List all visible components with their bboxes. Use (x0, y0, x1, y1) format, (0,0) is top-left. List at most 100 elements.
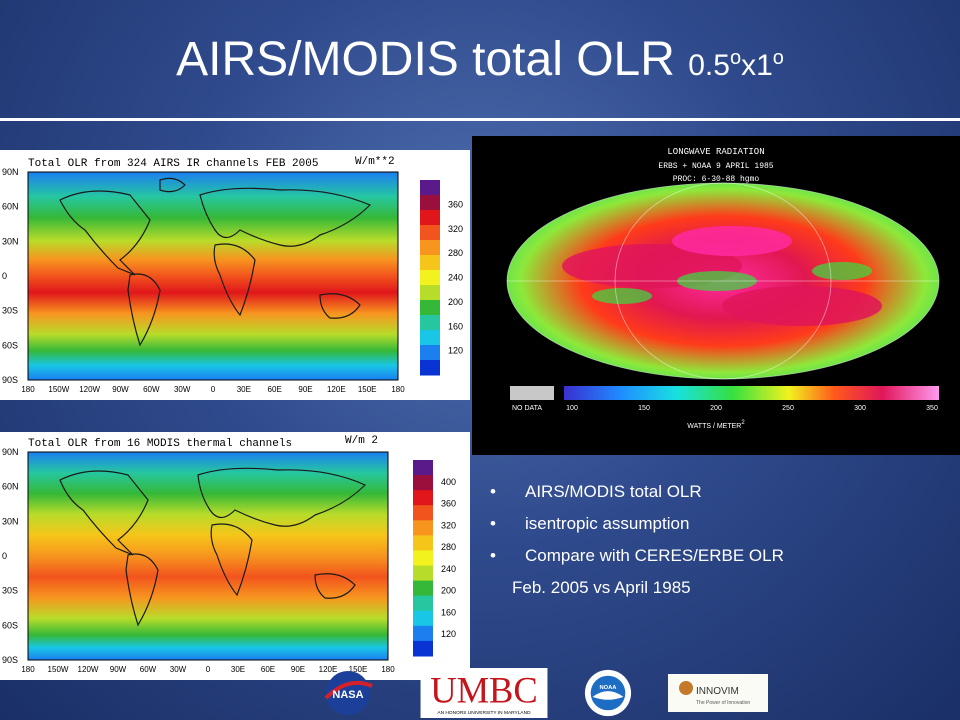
erbe-nodata-swatch (510, 386, 554, 400)
modis-lon-label: 180 (381, 665, 395, 674)
airs-colorbar-label: 240 (448, 273, 463, 283)
title-resolution: 0.5ox1o (688, 47, 784, 82)
erbe-units: WATTS / METER2 (687, 420, 745, 430)
bullet-item: • Compare with CERES/ERBE OLR (490, 542, 784, 574)
erbe-proc: PROC: 6-30-88 hgmo (673, 175, 760, 184)
airs-colorbar-label: 120 (448, 346, 463, 356)
erbe-colorscale (564, 386, 939, 400)
airs-lon-label: 90W (112, 385, 129, 394)
airs-coastlines (59, 177, 372, 347)
modis-map-field (27, 451, 389, 661)
airs-lon-label: 30E (237, 385, 251, 394)
modis-colorbar-label: 400 (441, 477, 456, 487)
modis-lat-label: 90N (2, 447, 19, 457)
airs-map-graphic: Total OLR from 324 AIRS IR channels FEB … (2, 156, 463, 394)
logo-strip: NASA UMBC AN HONORS UNIVERSITY IN MARYLA… (300, 665, 800, 720)
modis-lon-label: 60E (261, 665, 275, 674)
bullet-continuation: Feb. 2005 vs April 1985 (512, 578, 691, 597)
title-main: AIRS/MODIS total OLR (176, 33, 689, 86)
modis-colorbar-swatch (413, 490, 433, 506)
erbe-nodata-label: NO DATA (512, 405, 542, 412)
modis-lon-label: 180 (21, 665, 35, 674)
airs-lat-label: 60S (2, 340, 18, 350)
modis-colorbar-swatch (413, 580, 433, 597)
airs-lon-label: 60W (143, 385, 160, 394)
airs-colorbar-swatch (420, 285, 440, 301)
airs-lat-label: 0 (2, 271, 7, 281)
modis-lon-label: 150E (349, 665, 368, 674)
modis-lon-label: 120E (319, 665, 338, 674)
modis-lat-label: 60N (2, 482, 19, 492)
airs-colorbar-swatch (420, 345, 440, 361)
airs-colorbar-swatch (420, 270, 440, 286)
noaa-logo: NOAA (584, 669, 632, 717)
airs-map-field (27, 171, 399, 381)
airs-lon-label: 60E (268, 385, 282, 394)
modis-lat-label: 90S (2, 655, 18, 665)
modis-lon-label: 30W (170, 665, 187, 674)
airs-lat-label: 60N (2, 202, 19, 212)
modis-map-title: Total OLR from 16 MODIS thermal channels (28, 438, 292, 450)
modis-map-graphic: Total OLR from 16 MODIS thermal channels… (2, 435, 456, 674)
modis-olr-map: Total OLR from 16 MODIS thermal channels… (0, 432, 470, 680)
modis-colorbar-label: 320 (441, 520, 456, 530)
airs-colorbar-swatch (420, 255, 440, 271)
modis-colorbar-swatch (413, 460, 433, 476)
title-divider (0, 118, 960, 121)
modis-colorbar-swatch (413, 475, 433, 491)
airs-colorbar (420, 180, 440, 376)
airs-colorbar-swatch (420, 225, 440, 241)
modis-lon-label: 60W (140, 665, 157, 674)
airs-colorbar-swatch (420, 360, 440, 376)
modis-colorbar-swatch (413, 565, 433, 582)
modis-coastlines (59, 467, 367, 627)
bullet-marker: • (490, 482, 496, 501)
airs-colorbar-swatch (420, 240, 440, 256)
svg-text:INNOVIM: INNOVIM (696, 686, 739, 697)
airs-lon-label: 150W (48, 385, 69, 394)
airs-map-title: Total OLR from 324 AIRS IR channels FEB … (28, 158, 318, 170)
modis-colorbar-swatch (413, 550, 433, 567)
erbe-scale-label: 250 (782, 405, 794, 412)
modis-lon-label: 150W (48, 665, 69, 674)
modis-lat-label: 30N (2, 516, 19, 526)
airs-map-units: W/m**2 (355, 156, 395, 168)
airs-lon-label: 180 (391, 385, 405, 394)
erbe-longwave-map: LONGWAVE RADIATION ERBS + NOAA 9 APRIL 1… (472, 136, 960, 455)
airs-colorbar-swatch (420, 180, 440, 196)
modis-colorbar-swatch (413, 520, 433, 536)
airs-lat-label: 90S (2, 375, 18, 385)
modis-lon-label: 30E (231, 665, 245, 674)
modis-colorbar-label: 240 (441, 564, 456, 574)
erbe-title: LONGWAVE RADIATION (667, 147, 764, 157)
modis-colorbar-label: 360 (441, 499, 456, 509)
erbe-scale-label: 350 (926, 405, 938, 412)
airs-lon-label: 180 (21, 385, 35, 394)
modis-colorbar-swatch (413, 595, 433, 612)
nasa-logo: NASA (324, 671, 373, 715)
airs-lon-label: 90E (298, 385, 312, 394)
bullet-item: • isentropic assumption (490, 510, 784, 542)
modis-map-units: W/m 2 (345, 435, 378, 447)
airs-colorbar-swatch (420, 210, 440, 226)
modis-colorbar-swatch (413, 625, 433, 642)
svg-text:UMBC: UMBC (430, 670, 538, 711)
svg-text:The Power of Innovation: The Power of Innovation (696, 700, 750, 706)
modis-lat-label: 60S (2, 620, 18, 630)
airs-lon-label: 150E (358, 385, 377, 394)
airs-lon-label: 120W (79, 385, 100, 394)
modis-colorbar-label: 280 (441, 542, 456, 552)
modis-lon-label: 0 (206, 665, 211, 674)
erbe-subtitle: ERBS + NOAA 9 APRIL 1985 (658, 162, 773, 171)
modis-colorbar-swatch (413, 640, 433, 657)
airs-olr-map: Total OLR from 324 AIRS IR channels FEB … (0, 150, 470, 400)
airs-colorbar-label: 360 (448, 199, 463, 209)
airs-lat-label: 30N (2, 236, 19, 246)
erbe-scale-label: 100 (566, 405, 578, 412)
airs-colorbar-swatch (420, 300, 440, 316)
innovim-logo: INNOVIM The Power of Innovation (668, 674, 768, 712)
modis-lon-label: 90E (291, 665, 305, 674)
airs-colorbar-label: 320 (448, 224, 463, 234)
erbe-graticule (506, 182, 940, 380)
svg-text:AN HONORS UNIVERSITY IN MARYLA: AN HONORS UNIVERSITY IN MARYLAND (437, 710, 531, 716)
